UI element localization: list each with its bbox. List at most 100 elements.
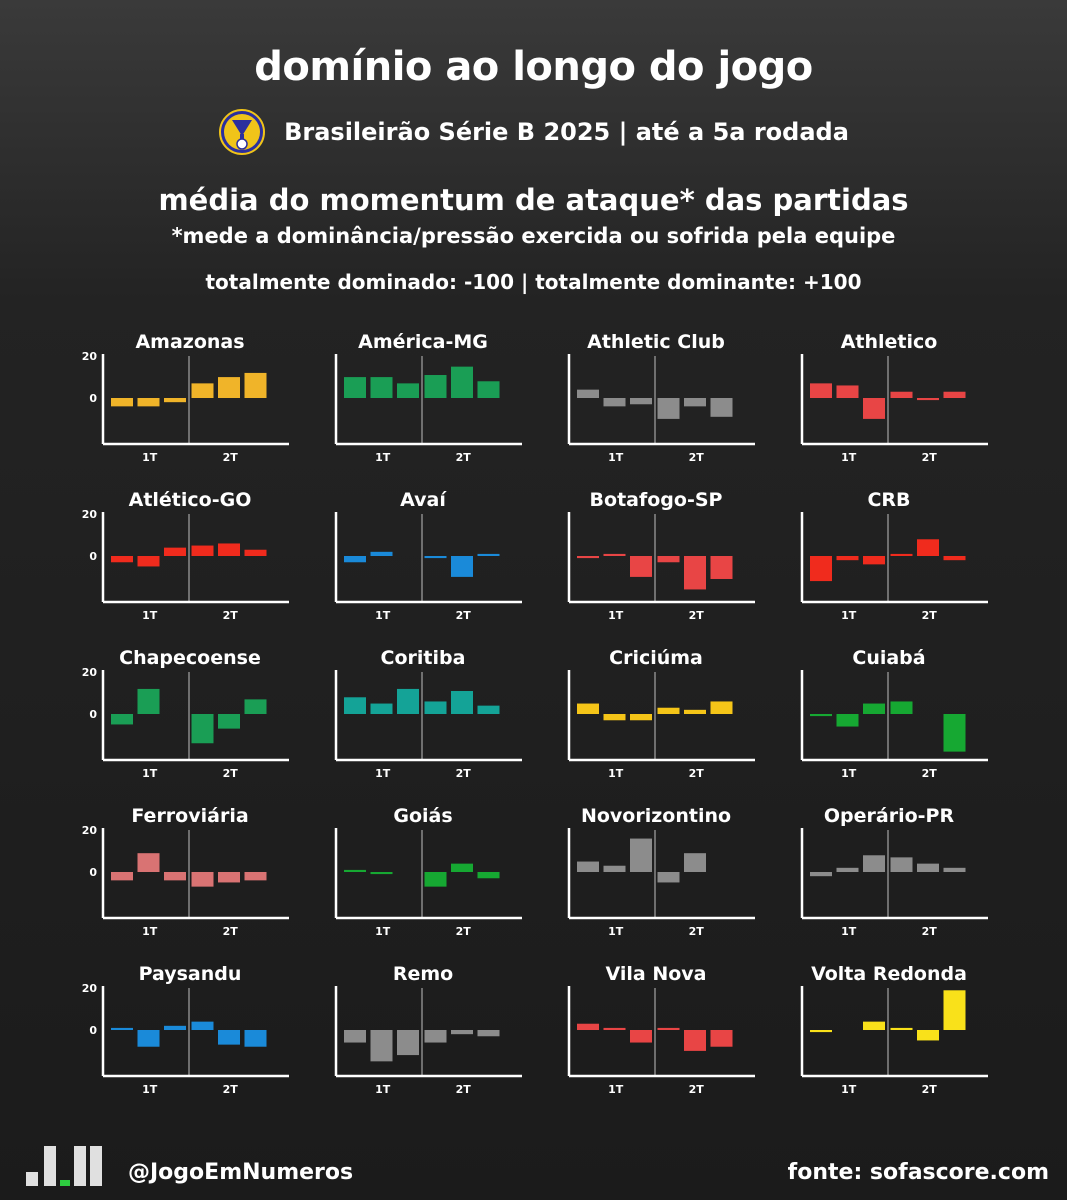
bar bbox=[836, 556, 859, 561]
bar bbox=[244, 872, 267, 881]
bar bbox=[943, 391, 966, 398]
x-tick-label: 1T bbox=[608, 925, 624, 938]
bar bbox=[370, 872, 393, 875]
y-tick-label: 0 bbox=[89, 1024, 97, 1037]
panel-title: Athletic Club bbox=[587, 331, 725, 353]
y-tick-label: 20 bbox=[82, 666, 98, 679]
panel-athletico: Athletico 1T 2T bbox=[800, 331, 988, 464]
bar bbox=[657, 556, 680, 563]
x-tick-label: 1T bbox=[608, 1083, 624, 1096]
bar bbox=[943, 867, 966, 872]
bar bbox=[890, 391, 913, 398]
panel-title: Paysandu bbox=[139, 963, 242, 985]
x-tick-label: 2T bbox=[223, 767, 239, 780]
bar bbox=[603, 553, 626, 556]
panel-title: Novorizontino bbox=[581, 805, 731, 827]
bar bbox=[577, 1023, 599, 1030]
x-tick-label: 2T bbox=[689, 609, 705, 622]
bar bbox=[710, 701, 733, 714]
bar bbox=[710, 556, 733, 579]
competition-logo-icon bbox=[219, 109, 266, 155]
bar bbox=[577, 703, 599, 714]
bar bbox=[943, 556, 966, 561]
x-tick-label: 2T bbox=[922, 451, 938, 464]
bar bbox=[603, 398, 626, 407]
bar bbox=[684, 398, 706, 407]
bar bbox=[477, 381, 500, 398]
bar bbox=[890, 1027, 913, 1030]
bar bbox=[810, 383, 832, 398]
bar bbox=[344, 377, 366, 398]
x-tick-label: 2T bbox=[689, 1083, 705, 1096]
x-tick-label: 2T bbox=[922, 1083, 938, 1096]
bar bbox=[191, 545, 214, 556]
metric-title: média do momentum de ataque* das partida… bbox=[158, 183, 909, 217]
x-tick-label: 1T bbox=[375, 1083, 391, 1096]
bar bbox=[917, 398, 939, 401]
bar bbox=[218, 872, 240, 883]
bar bbox=[397, 688, 419, 714]
bar bbox=[810, 1030, 832, 1033]
panel-oper-rio-pr: Operário-PR 1T 2T bbox=[800, 805, 988, 938]
bar bbox=[477, 872, 500, 879]
bar bbox=[370, 377, 393, 398]
bar bbox=[684, 853, 706, 872]
x-tick-label: 1T bbox=[142, 609, 158, 622]
y-tick-label: 0 bbox=[89, 866, 97, 879]
panel-crb: CRB 1T 2T bbox=[800, 489, 988, 622]
bar bbox=[244, 699, 267, 714]
bar bbox=[218, 377, 240, 398]
bar bbox=[684, 1030, 706, 1051]
bar bbox=[657, 707, 680, 714]
bar bbox=[863, 703, 885, 714]
bar bbox=[836, 385, 859, 398]
bar bbox=[111, 556, 133, 563]
x-tick-label: 1T bbox=[142, 1083, 158, 1096]
y-tick-label: 20 bbox=[82, 824, 98, 837]
bar bbox=[111, 872, 133, 881]
panel-volta-redonda: Volta Redonda 1T 2T bbox=[800, 963, 988, 1096]
panel-cuiab-: Cuiabá 1T 2T bbox=[800, 647, 988, 780]
bar bbox=[603, 865, 626, 872]
bar bbox=[577, 556, 599, 559]
bar bbox=[603, 714, 626, 721]
panel-title: Goiás bbox=[393, 805, 452, 827]
x-tick-label: 2T bbox=[223, 1083, 239, 1096]
x-tick-label: 1T bbox=[375, 609, 391, 622]
bar bbox=[943, 990, 966, 1030]
x-tick-label: 2T bbox=[689, 767, 705, 780]
bar bbox=[137, 853, 160, 872]
bar bbox=[164, 398, 186, 403]
bar bbox=[451, 556, 473, 577]
panel-athletic-club: Athletic Club 1T 2T bbox=[567, 331, 755, 464]
y-tick-label: 20 bbox=[82, 982, 98, 995]
panel-coritiba: Coritiba 1T 2T bbox=[334, 647, 522, 780]
y-tick-label: 20 bbox=[82, 508, 98, 521]
bar bbox=[424, 556, 447, 559]
footer-handle: @JogoEmNumeros bbox=[128, 1160, 354, 1185]
bar bbox=[451, 1030, 473, 1035]
bar bbox=[218, 1030, 240, 1045]
panel-title: Chapecoense bbox=[119, 647, 261, 669]
bar bbox=[370, 551, 393, 556]
bar bbox=[164, 547, 186, 556]
bar bbox=[218, 543, 240, 556]
x-tick-label: 2T bbox=[223, 609, 239, 622]
page-title: domínio ao longo do jogo bbox=[254, 44, 813, 90]
bar bbox=[630, 714, 652, 721]
panel-remo: Remo 1T 2T bbox=[334, 963, 522, 1096]
y-tick-label: 0 bbox=[89, 708, 97, 721]
bar bbox=[244, 549, 267, 556]
bar bbox=[477, 553, 500, 556]
bar bbox=[424, 872, 447, 887]
panel-title: Operário-PR bbox=[824, 805, 955, 827]
brand-bars-icon bbox=[26, 1146, 102, 1186]
bar bbox=[451, 366, 473, 398]
panel-novorizontino: Novorizontino 1T 2T bbox=[567, 805, 755, 938]
bar bbox=[111, 714, 133, 725]
bar bbox=[684, 556, 706, 590]
bar bbox=[863, 1021, 885, 1030]
x-tick-label: 1T bbox=[142, 767, 158, 780]
bar bbox=[344, 697, 366, 714]
